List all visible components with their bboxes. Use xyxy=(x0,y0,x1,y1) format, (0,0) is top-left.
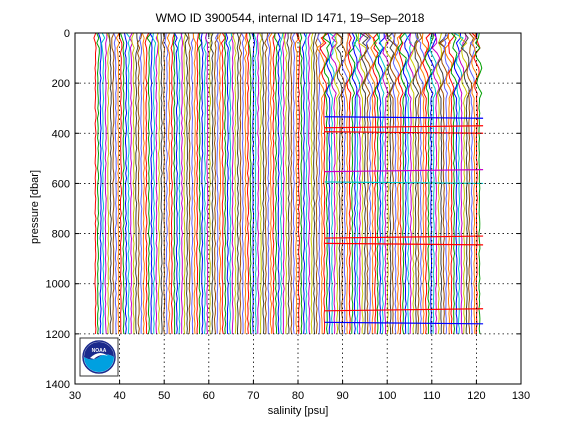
y-tick-label: 1400 xyxy=(46,379,70,391)
noaa-logo: NOAA xyxy=(79,337,119,377)
profile-line xyxy=(402,32,412,334)
x-tick-label: 100 xyxy=(378,390,396,402)
x-tick-label: 80 xyxy=(292,390,304,402)
profile-line xyxy=(268,32,273,334)
profile-line xyxy=(180,32,184,334)
y-tick-label: 600 xyxy=(52,178,70,190)
x-tick-label: 50 xyxy=(158,390,170,402)
profile-line xyxy=(238,32,243,334)
profile-line xyxy=(104,32,108,334)
x-tick-label: 40 xyxy=(113,390,125,402)
profile-line xyxy=(170,32,175,334)
profile-line xyxy=(214,32,219,334)
x-axis-label: salinity [psu] xyxy=(268,405,329,417)
y-tick-label: 0 xyxy=(64,28,70,40)
profile-line xyxy=(279,32,284,334)
profile-line xyxy=(93,32,97,334)
logo-top xyxy=(84,342,114,360)
profile-line xyxy=(224,32,227,334)
x-tick-label: 60 xyxy=(203,390,215,402)
x-tick-labels: 30 40 50 60 70 80 90 100 110 120 130 xyxy=(69,390,530,402)
highlight-line xyxy=(324,116,484,119)
profile-line xyxy=(120,32,125,334)
y-tick-label: 800 xyxy=(52,229,70,241)
profile-line xyxy=(246,32,250,334)
profile-line xyxy=(397,32,407,334)
x-tick-label: 30 xyxy=(69,390,81,402)
profile-line xyxy=(138,32,143,334)
y-tick-label: 1200 xyxy=(46,329,70,341)
profile-line xyxy=(315,32,320,334)
y-tick-label: 200 xyxy=(52,78,70,90)
profile-line xyxy=(111,32,115,334)
logo-wave xyxy=(84,354,114,372)
highlight-line xyxy=(324,131,484,134)
grid-lines xyxy=(75,33,521,384)
profile-line xyxy=(357,32,367,334)
chart-title: WMO ID 3900544, internal ID 1471, 19–Sep… xyxy=(156,11,425,25)
profile-line xyxy=(115,32,120,334)
profile-line xyxy=(203,32,208,334)
y-axis-label: pressure [dbar] xyxy=(29,170,41,244)
profile-line xyxy=(156,32,161,334)
highlight-line xyxy=(324,308,484,312)
profile-line xyxy=(152,32,157,334)
axis-ticks xyxy=(74,32,522,385)
highlight-levels xyxy=(324,116,484,325)
x-tick-label: 110 xyxy=(423,390,441,402)
highlight-line xyxy=(324,242,484,246)
profile-line xyxy=(135,32,139,334)
y-tick-label: 400 xyxy=(52,128,70,140)
profile-line xyxy=(330,32,338,334)
profile-line xyxy=(384,32,393,334)
x-tick-label: 130 xyxy=(512,390,530,402)
x-tick-label: 70 xyxy=(247,390,259,402)
profile-line xyxy=(261,32,265,334)
logo-gull xyxy=(90,352,108,359)
logo-text: NOAA xyxy=(92,348,107,354)
profile-line xyxy=(232,32,237,334)
profile-line xyxy=(365,32,374,334)
profile-line xyxy=(286,32,290,334)
profile-line xyxy=(296,32,301,334)
profile-line xyxy=(310,32,314,334)
highlight-line xyxy=(324,169,484,173)
y-tick-label: 1000 xyxy=(46,279,70,291)
profile-line xyxy=(231,32,235,334)
highlight-line xyxy=(324,125,484,129)
profile-line xyxy=(184,32,189,334)
highlight-line xyxy=(324,321,484,325)
profile-line xyxy=(316,32,326,334)
x-tick-label: 120 xyxy=(467,390,485,402)
profile-line xyxy=(291,32,296,334)
profile-line xyxy=(192,32,197,334)
profile-line xyxy=(97,32,102,334)
profile-line xyxy=(220,32,226,334)
y-tick-labels: 0 200 400 600 800 1000 1200 1400 xyxy=(46,28,70,391)
x-tick-label: 90 xyxy=(336,390,348,402)
profile-line xyxy=(251,32,256,334)
profile-line xyxy=(274,32,279,334)
profile-line xyxy=(144,32,150,334)
profile-line xyxy=(210,32,214,334)
profile-line xyxy=(198,32,203,334)
profile-line xyxy=(129,32,133,334)
highlight-line xyxy=(324,181,484,185)
profile-line xyxy=(187,32,191,334)
profile-line xyxy=(322,32,331,334)
profile-line xyxy=(256,32,260,334)
profile-line xyxy=(378,32,386,334)
profile-line xyxy=(376,32,385,334)
highlight-line xyxy=(324,235,484,239)
profile-line xyxy=(228,32,233,334)
profile-line xyxy=(173,32,179,334)
